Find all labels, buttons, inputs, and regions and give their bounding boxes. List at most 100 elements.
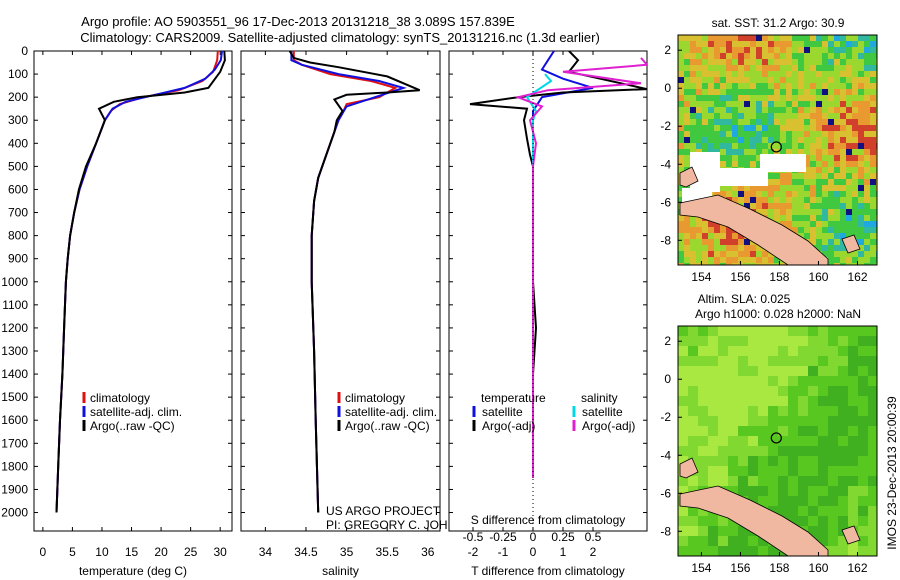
map-cell xyxy=(828,41,834,47)
map-cell xyxy=(678,516,688,526)
map-cell xyxy=(798,386,808,396)
map-cell xyxy=(744,95,750,101)
map-cell xyxy=(816,113,822,119)
map-cell xyxy=(792,107,798,113)
map-cell xyxy=(678,546,688,556)
map-cell xyxy=(804,125,810,131)
map-cell xyxy=(834,89,840,95)
map-cell xyxy=(774,59,780,65)
map-cell xyxy=(756,203,762,209)
map-cell xyxy=(828,173,834,179)
map-cell xyxy=(778,346,788,356)
map-cell xyxy=(726,161,732,167)
map-cell xyxy=(816,35,822,41)
map-cell xyxy=(780,113,786,119)
map-cell xyxy=(858,386,868,396)
map-cell xyxy=(714,233,720,239)
map-cell xyxy=(816,107,822,113)
map-cell xyxy=(810,131,816,137)
map-cell xyxy=(728,416,738,426)
map-cell xyxy=(868,326,877,336)
depth-tick-label: 100 xyxy=(8,67,28,81)
difference-panel: -2 -1 0 1 2T difference from climatology-0.5… xyxy=(448,50,648,578)
map-cell xyxy=(684,143,690,149)
map-cell xyxy=(838,336,848,346)
map-cell xyxy=(870,257,876,263)
map-cell xyxy=(744,185,750,191)
map-cell xyxy=(684,257,690,263)
map-cell xyxy=(690,125,696,131)
map-cell xyxy=(720,35,726,41)
map-cell xyxy=(778,456,788,466)
map-cell xyxy=(698,406,708,416)
map-cell xyxy=(816,59,822,65)
map-cell xyxy=(750,137,756,143)
map-cell xyxy=(852,215,858,221)
map-cell xyxy=(804,155,810,161)
map-cell xyxy=(732,131,738,137)
map-cell xyxy=(840,149,846,155)
map-cell xyxy=(838,426,848,436)
map-cell xyxy=(726,233,732,239)
map-cell xyxy=(678,336,688,346)
map-cell xyxy=(804,143,810,149)
map-cell xyxy=(748,416,758,426)
map-cell xyxy=(714,95,720,101)
map-cell xyxy=(868,456,877,466)
map-cell xyxy=(698,336,708,346)
map-cell xyxy=(702,251,708,257)
map-cell xyxy=(804,107,810,113)
x-tick-label: 34.5 xyxy=(294,545,318,559)
x-tick-label: 5 xyxy=(69,545,76,559)
map-cell xyxy=(732,197,738,203)
map-cell xyxy=(678,263,684,265)
map-cell xyxy=(702,143,708,149)
map-cell xyxy=(768,197,774,203)
map-cell xyxy=(858,239,864,245)
map-cell xyxy=(758,426,768,436)
map-cell xyxy=(840,251,846,257)
map-cell xyxy=(696,263,702,265)
map-cell xyxy=(738,386,748,396)
map-cell xyxy=(840,131,846,137)
map-cell xyxy=(828,436,838,446)
map-cell xyxy=(714,113,720,119)
map-cell xyxy=(768,257,774,263)
map-cell xyxy=(818,516,828,526)
map-cell xyxy=(828,456,838,466)
map-cell xyxy=(756,119,762,125)
map-cell xyxy=(756,59,762,65)
map-cell xyxy=(840,245,846,251)
map-cell xyxy=(698,506,708,516)
map-cell xyxy=(792,89,798,95)
map-cell xyxy=(852,47,858,53)
map-cell xyxy=(756,77,762,83)
map-cell xyxy=(738,546,748,556)
map-cell xyxy=(846,179,852,185)
map-cell xyxy=(696,77,702,83)
map-cell xyxy=(774,197,780,203)
map-cell xyxy=(840,257,846,263)
map-cell xyxy=(848,376,858,386)
sst-map-title: sat. SST: 31.2 Argo: 30.9 xyxy=(712,16,845,30)
map-cell xyxy=(834,173,840,179)
map-cell xyxy=(870,167,876,173)
map-cell xyxy=(732,65,738,71)
map-cell xyxy=(738,233,744,239)
map-cell xyxy=(828,101,834,107)
map-cell xyxy=(718,536,728,546)
legend-label: temperature xyxy=(481,391,546,405)
map-cell xyxy=(718,326,728,336)
map-cell xyxy=(744,89,750,95)
map-cell xyxy=(708,137,714,143)
map-cell xyxy=(738,251,744,257)
map-cell xyxy=(678,436,688,446)
depth-tick-label: 800 xyxy=(8,229,28,243)
map-cell xyxy=(828,185,834,191)
map-cell xyxy=(864,167,870,173)
depth-tick-label: 1800 xyxy=(1,459,28,473)
map-cell xyxy=(744,125,750,131)
map-cell xyxy=(720,77,726,83)
map-cell xyxy=(720,227,726,233)
map-cell xyxy=(748,486,758,496)
